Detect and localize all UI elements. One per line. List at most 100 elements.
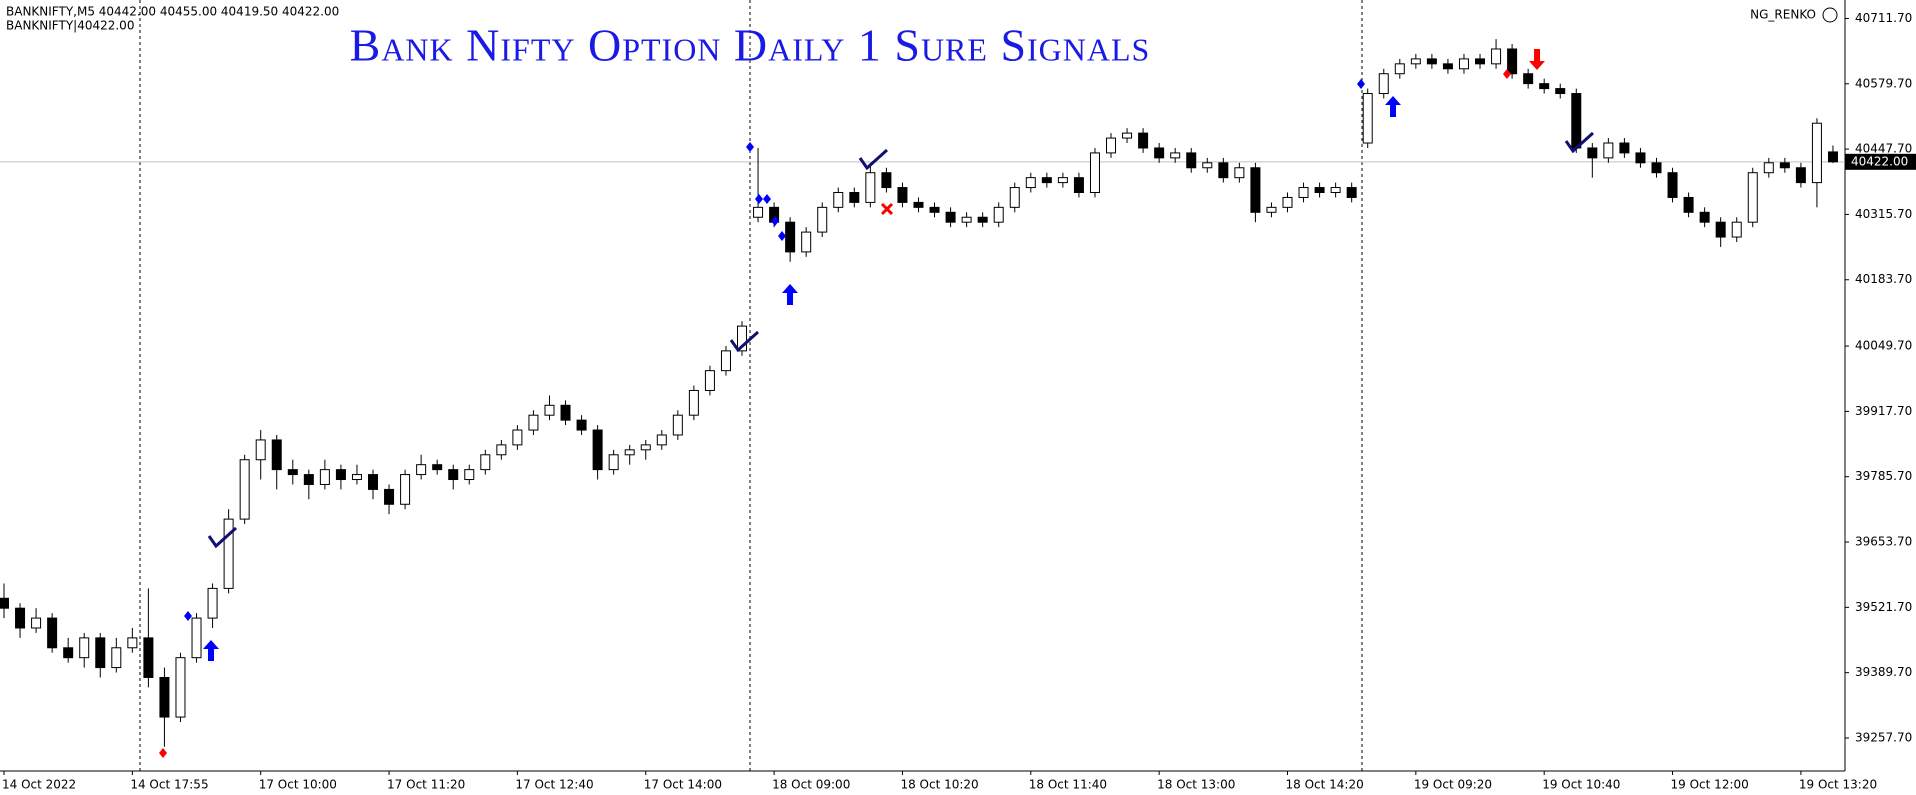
candle-body (1266, 206, 1277, 213)
candle-body (239, 459, 250, 520)
candle-body (1314, 187, 1325, 194)
candle-body (1458, 58, 1469, 70)
candle-body (849, 192, 860, 203)
candle-body (881, 172, 892, 189)
candle-body (111, 647, 122, 669)
candle-body (191, 617, 202, 659)
candle-body (1218, 162, 1229, 179)
candle-body (1298, 187, 1309, 198)
x-tick-label: 18 Oct 09:00 (772, 778, 850, 792)
candle-body (1282, 196, 1293, 208)
candle-body (753, 206, 764, 218)
candle-body (303, 474, 314, 485)
y-tick-label: 39389.70 (1855, 665, 1912, 679)
candle-body (993, 206, 1004, 223)
y-tick-label: 40711.70 (1855, 11, 1912, 25)
candle-body (560, 404, 571, 421)
candle-body (1571, 93, 1582, 149)
y-tick-label: 40579.70 (1855, 76, 1912, 90)
candle-body (31, 617, 42, 629)
candle-body (929, 206, 940, 213)
signal-diamond (771, 216, 779, 226)
candle-body (335, 469, 346, 481)
chart-title: Bank Nifty Option Daily 1 Sure Signals (350, 20, 1151, 71)
candle-body (1619, 142, 1630, 154)
candle-body (656, 434, 667, 446)
candle-body (688, 389, 699, 416)
candle-body (720, 350, 731, 372)
candle-body (1683, 196, 1694, 213)
candle-body (287, 469, 298, 476)
candle-body (1555, 88, 1566, 95)
candle-body (368, 474, 379, 490)
x-tick-label: 17 Oct 11:20 (387, 778, 465, 792)
candle-body (1827, 151, 1838, 163)
candle-body (79, 637, 90, 659)
x-tick-label: 17 Oct 10:00 (259, 778, 337, 792)
candle-body (1587, 147, 1598, 159)
symbol-line: BANKNIFTY,M5 40442.00 40455.00 40419.50 … (6, 5, 339, 19)
candle-body (1250, 167, 1261, 213)
candle-body (1202, 162, 1213, 169)
candle-body (95, 637, 106, 669)
candle-body (480, 454, 491, 471)
candle-body (127, 637, 138, 649)
candle-body (496, 444, 507, 456)
candle-body (159, 676, 170, 718)
candle-body (1651, 162, 1662, 174)
candle-body (945, 211, 956, 223)
candle-body (143, 637, 154, 678)
candle-body (576, 419, 587, 431)
candle-body (737, 325, 748, 352)
signal-diamond (763, 194, 771, 204)
candle-body (1394, 63, 1405, 75)
candle-body (913, 201, 924, 208)
y-tick-label: 39785.70 (1855, 469, 1912, 483)
check-mark (729, 330, 760, 353)
candle-body (1795, 167, 1806, 184)
candle-body (1362, 93, 1373, 144)
y-tick-label: 39257.70 (1855, 730, 1912, 744)
candle-body (1523, 73, 1534, 85)
signal-diamond (159, 748, 167, 758)
candle-body (897, 187, 908, 203)
check-mark (858, 148, 889, 171)
last-price-label: 40422.00 (1851, 154, 1908, 168)
candle-body (544, 404, 555, 416)
candle-body (15, 607, 26, 629)
candle-body (1699, 211, 1710, 223)
y-tick-label: 39653.70 (1855, 535, 1912, 549)
x-tick-label: 14 Oct 2022 (2, 778, 76, 792)
candle-body (1426, 58, 1437, 65)
y-tick-label: 40049.70 (1855, 339, 1912, 353)
signal-diamond (1503, 69, 1511, 79)
candle-body (1410, 58, 1421, 65)
x-tick-label: 18 Oct 14:20 (1285, 778, 1363, 792)
candle-body (1234, 167, 1245, 179)
x-tick-label: 19 Oct 12:00 (1671, 778, 1749, 792)
y-tick-label: 40183.70 (1855, 272, 1912, 286)
signal-diamond (184, 611, 192, 621)
candle-body (1779, 162, 1790, 169)
y-tick-label: 39521.70 (1855, 600, 1912, 614)
candle-body (1442, 63, 1453, 70)
buy-arrow (203, 640, 219, 661)
y-tick-label: 40447.70 (1855, 142, 1912, 156)
candle-body (432, 464, 443, 471)
x-tick-label: 18 Oct 11:40 (1029, 778, 1107, 792)
candle-body (1122, 132, 1133, 139)
candle-body (0, 597, 9, 609)
candle-body (271, 439, 282, 471)
candle-body (1811, 122, 1822, 184)
candle-body (1009, 187, 1020, 208)
candle-body (1057, 177, 1068, 184)
check-mark (1564, 131, 1595, 154)
buy-arrow (782, 284, 798, 305)
candle-body (1330, 187, 1341, 194)
x-tick-label: 19 Oct 09:20 (1414, 778, 1492, 792)
candle-body (400, 474, 411, 505)
candle-body (1089, 152, 1100, 194)
last-price-box (1845, 153, 1916, 170)
candle-body (1747, 172, 1758, 223)
